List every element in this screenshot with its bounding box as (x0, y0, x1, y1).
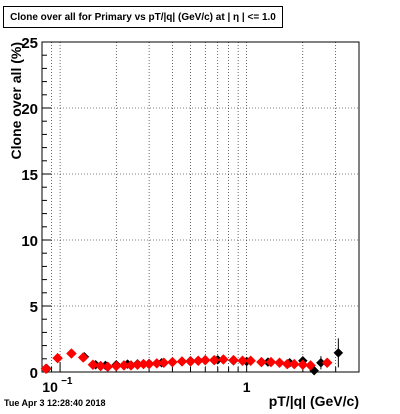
data-point (288, 358, 300, 370)
data-point (167, 356, 178, 368)
x-axis-title: pT/|q| (GeV/c) (269, 393, 359, 409)
data-point (274, 357, 285, 369)
data-point (333, 348, 344, 358)
data-point (297, 359, 309, 371)
data-point (281, 358, 293, 370)
chart-title: Clone over all for Primary vs pT/|q| (Ge… (10, 11, 276, 23)
y-tick-label: 10 (21, 233, 38, 250)
y-tick-label: 5 (30, 299, 38, 316)
data-point (102, 361, 114, 373)
data-point (110, 360, 122, 372)
data-point (305, 360, 316, 371)
data-point (87, 359, 99, 371)
data-point (321, 357, 333, 369)
y-tick-label: 25 (21, 35, 38, 52)
data-point (77, 352, 89, 363)
y-axis-title: Clone over all (%) (8, 42, 24, 159)
chart-title-box: Clone over all for Primary vs pT/|q| (Ge… (3, 6, 283, 28)
x-tick-label: 10 (42, 379, 58, 395)
data-point (143, 358, 155, 370)
data-point (228, 354, 239, 366)
y-tick-label: 15 (21, 167, 38, 184)
data-point (118, 360, 130, 371)
data-point (95, 360, 107, 372)
data-point (245, 355, 256, 367)
data-point (256, 356, 267, 368)
data-point (185, 356, 196, 367)
data-point (66, 348, 77, 359)
data-point (158, 357, 170, 369)
data-point (208, 354, 220, 366)
y-tick-label: 20 (21, 101, 38, 118)
data-point (237, 355, 248, 367)
data-point (40, 363, 52, 375)
x-tick-exponent: −1 (61, 376, 73, 387)
data-point (52, 352, 63, 364)
x-tick-label: 1 (243, 379, 251, 395)
data-point (265, 356, 277, 368)
data-point (199, 354, 211, 366)
data-point (176, 356, 188, 367)
plot-frame (41, 41, 360, 373)
timestamp: Tue Apr 3 12:28:40 2018 (4, 398, 106, 408)
y-tick-label: 0 (30, 365, 38, 382)
plot-area (42, 42, 359, 372)
data-point (218, 354, 229, 365)
